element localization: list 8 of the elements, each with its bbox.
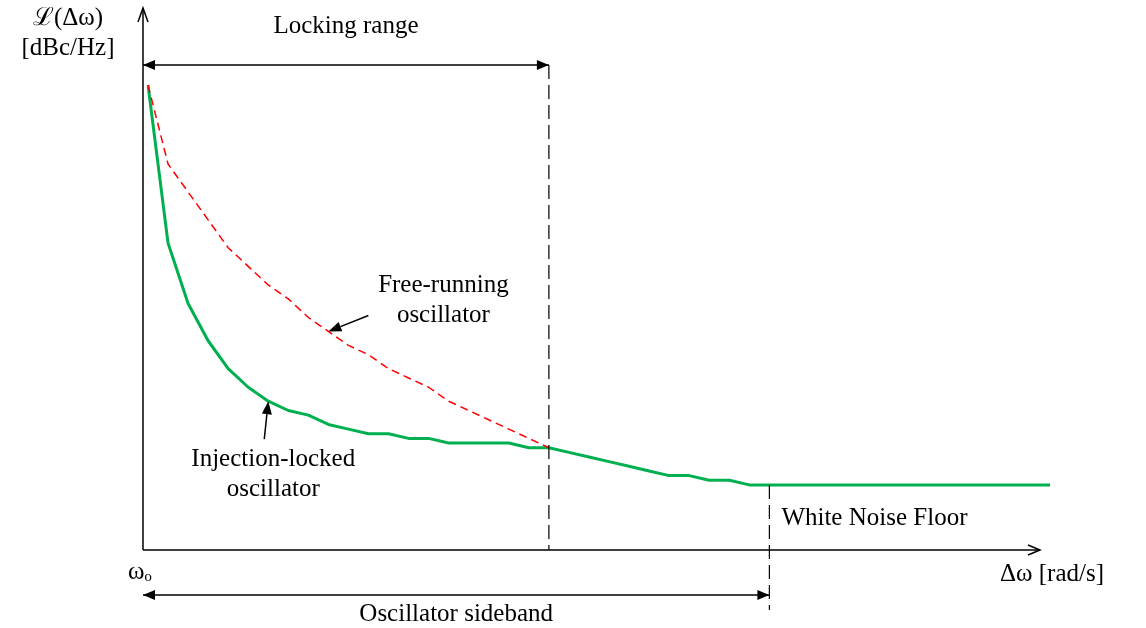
x-axis-title: Δω [rad/s] bbox=[1000, 558, 1105, 588]
annotation: White Noise Floor bbox=[781, 502, 969, 532]
text: Locking range bbox=[272, 10, 420, 40]
y-axis-title: ℒ(Δω) [dBc/Hz] bbox=[20, 2, 116, 62]
text: ωₒ bbox=[128, 556, 152, 586]
text: Oscillator sideband bbox=[358, 598, 555, 628]
annotation: Free-running oscillator bbox=[377, 269, 510, 330]
annotation: Injection-locked oscillator bbox=[190, 443, 357, 504]
